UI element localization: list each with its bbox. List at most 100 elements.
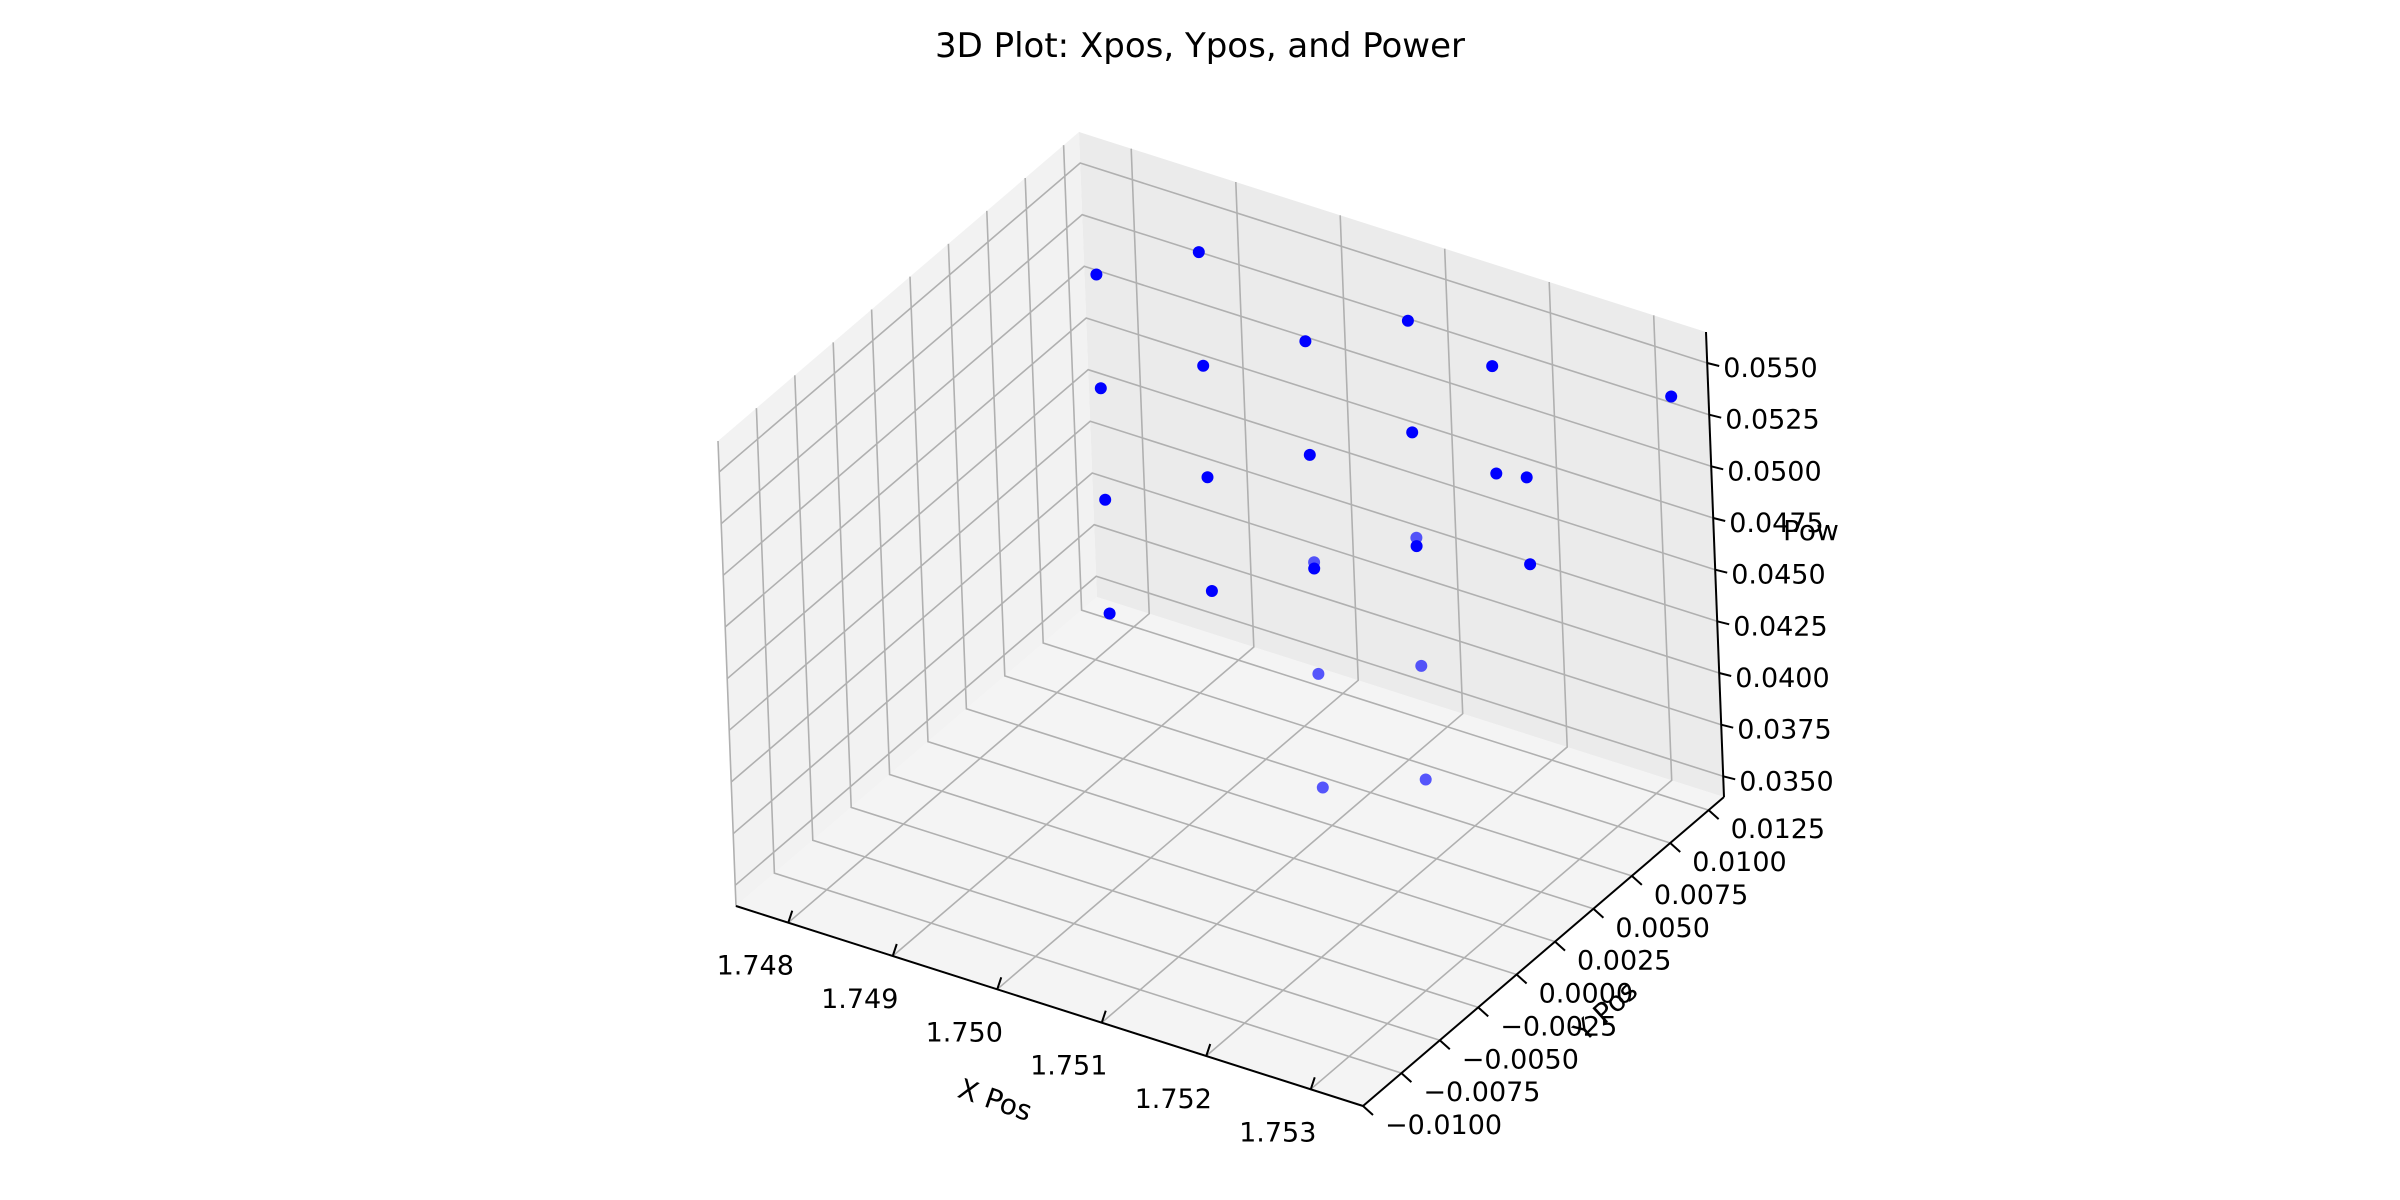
data-point (1415, 659, 1428, 672)
data-point (1665, 390, 1678, 403)
data-point (1410, 540, 1423, 553)
z-axis-line (1705, 331, 1725, 798)
y-axis-line (1362, 796, 1725, 1107)
y-tick-label: −0.0025 (1500, 1011, 1617, 1042)
y-tick-label: −0.0050 (1462, 1044, 1579, 1075)
z-tick-label: 0.0475 (1729, 508, 1823, 539)
floor-pane (736, 597, 1724, 1106)
data-point (1406, 426, 1419, 439)
data-point (1490, 467, 1503, 480)
z-tick-mark (1718, 672, 1732, 677)
z-tick-mark (1716, 620, 1730, 626)
z-tick-label: 0.0450 (1731, 560, 1825, 591)
y-grid-line (1062, 145, 1709, 811)
y-tick-mark (1631, 875, 1643, 886)
z-tick-label: 0.0500 (1727, 456, 1821, 487)
y-grid-line (870, 309, 1517, 976)
y-tick-label: 0.0075 (1654, 880, 1748, 911)
z-tick-label: 0.0550 (1723, 353, 1817, 384)
chart-title: 3D Plot: Xpos, Ypos, and Power (935, 26, 1465, 66)
y-tick-mark (1477, 1006, 1489, 1018)
y-tick-mark (1439, 1039, 1451, 1050)
data-point (1299, 335, 1312, 348)
z-axis-label: Pow (1783, 514, 1839, 547)
x-tick-label: 1.748 (717, 951, 794, 982)
x-tick-label: 1.751 (1030, 1051, 1107, 1082)
data-point (1524, 558, 1537, 571)
z-tick-mark (1720, 723, 1734, 729)
y-tick-mark (1592, 908, 1605, 919)
z-grid-line (726, 368, 1716, 680)
data-point (1308, 556, 1321, 569)
z-grid-line (732, 523, 1722, 835)
data-point (1303, 448, 1316, 461)
data-point (1401, 314, 1414, 327)
x-tick-mark (1205, 1043, 1212, 1057)
z-tick-label: 0.0525 (1725, 405, 1819, 436)
x-grid-line (1310, 315, 1673, 1090)
y-tick-mark (1554, 940, 1566, 952)
y-tick-label: 0.0025 (1577, 946, 1671, 977)
y-grid-line (794, 375, 1441, 1042)
z-grid-line (728, 420, 1718, 731)
y-tick-mark (1362, 1105, 1374, 1116)
data-point (1099, 493, 1112, 506)
x-tick-label: 1.750 (926, 1017, 1003, 1048)
axis-lines (735, 331, 1725, 1107)
data-point (1486, 360, 1499, 373)
y-tick-mark (1400, 1072, 1413, 1083)
x-tick-label: 1.749 (821, 984, 898, 1015)
z-tick-label: 0.0375 (1737, 715, 1831, 746)
axis-panes (718, 132, 1724, 1106)
data-point (1201, 471, 1214, 484)
y-tick-label: −0.0075 (1423, 1077, 1540, 1108)
z-grid-line (734, 575, 1724, 886)
z-tick-label: 0.0400 (1735, 663, 1829, 694)
x-tick-label: 1.752 (1135, 1084, 1212, 1115)
z-tick-label: 0.0425 (1733, 611, 1827, 642)
y-grid-line (832, 342, 1479, 1009)
x-tick-label: 1.753 (1239, 1117, 1316, 1148)
y-grid-line (909, 276, 1556, 943)
y-tick-label: −0.0100 (1385, 1110, 1502, 1141)
z-tick-mark (1710, 465, 1724, 471)
x-grid-line (787, 148, 1151, 924)
grid-lines (717, 145, 1724, 1107)
y-grid-line (755, 408, 1402, 1074)
data-point (1410, 531, 1423, 544)
data-point (1520, 471, 1533, 484)
x-grid-line (892, 181, 1255, 957)
y-tick-mark (1707, 809, 1720, 820)
data-point (1205, 585, 1218, 597)
data-point (1197, 359, 1210, 372)
z-tick-mark (1708, 413, 1722, 419)
x-tick-mark (787, 910, 794, 923)
y-tick-mark (1515, 973, 1528, 985)
x-grid-line (1101, 248, 1464, 1024)
z-tick-mark (1722, 775, 1736, 781)
x-axis-label: X Pos (954, 1072, 1036, 1128)
x-grid-line (1205, 281, 1569, 1057)
y-grid-line (1024, 177, 1671, 844)
z-tick-mark (1712, 517, 1726, 522)
y-grid-line (986, 210, 1633, 877)
data-point (1090, 268, 1103, 281)
data-point (1316, 781, 1329, 794)
data-point (1094, 382, 1107, 395)
x-grid-line (996, 215, 1360, 990)
z-grid-line (722, 265, 1712, 576)
y-tick-label: 0.0050 (1615, 913, 1709, 944)
data-point (1419, 773, 1432, 786)
y-tick-label: 0.0100 (1692, 847, 1786, 878)
x-tick-mark (1100, 1010, 1107, 1023)
data-point (1312, 667, 1325, 680)
z-grid-line (724, 317, 1714, 628)
z-tick-label: 0.0350 (1739, 766, 1833, 797)
x-tick-mark (1309, 1077, 1316, 1090)
data-points (1090, 246, 1678, 794)
z-grid-line (730, 472, 1720, 783)
z-grid-line (718, 162, 1708, 473)
y-tick-label: 0.0125 (1731, 814, 1825, 845)
z-tick-mark (1706, 362, 1720, 367)
